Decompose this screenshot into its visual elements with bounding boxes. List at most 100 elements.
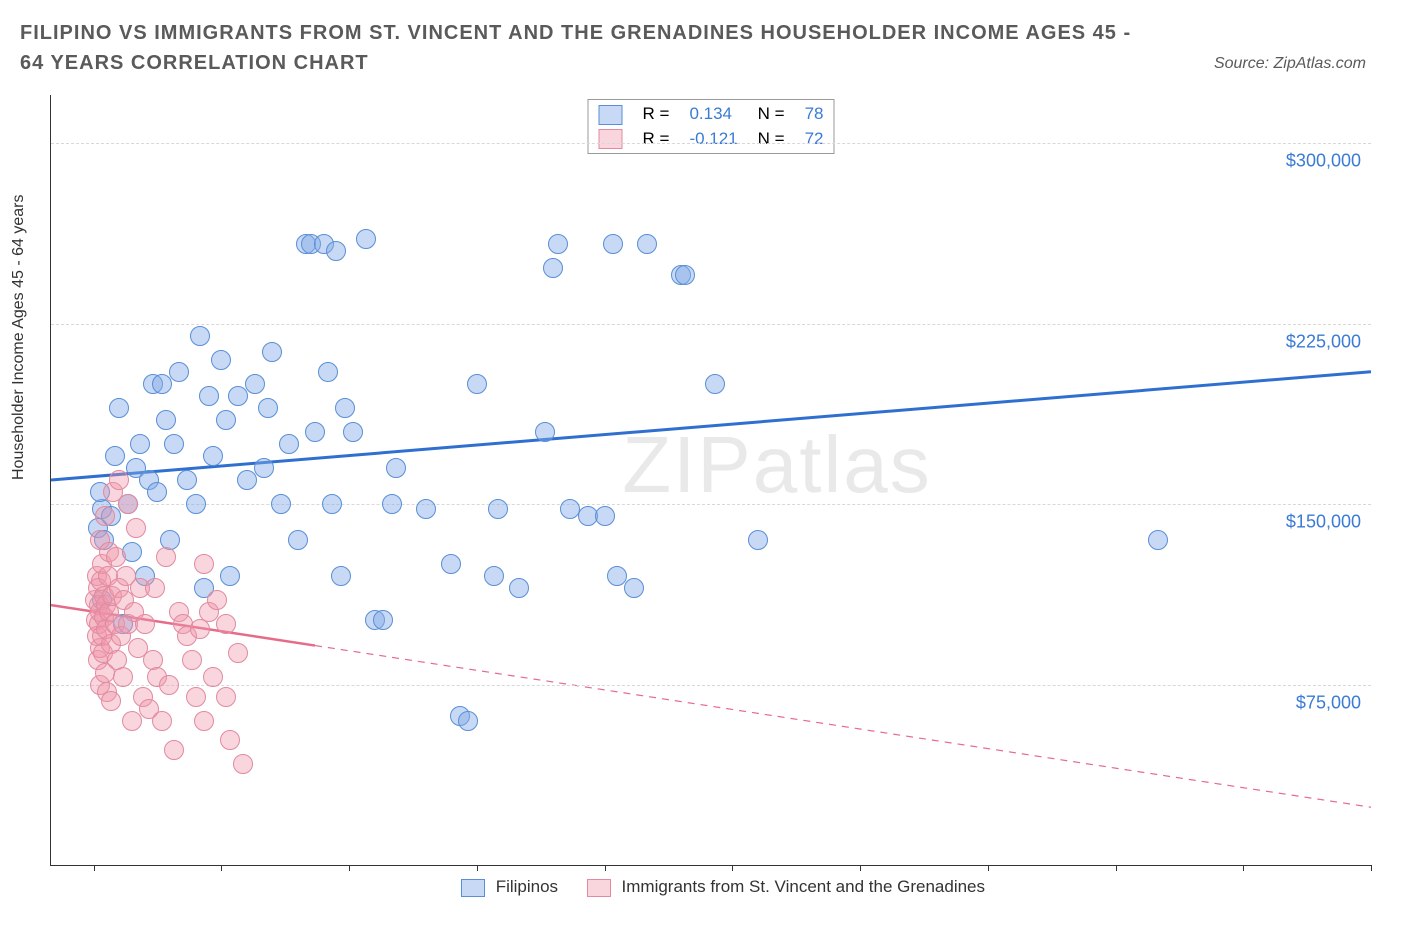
data-point	[152, 711, 172, 731]
data-point	[335, 398, 355, 418]
data-point	[245, 374, 265, 394]
data-point	[159, 675, 179, 695]
data-point	[748, 530, 768, 550]
data-point	[373, 610, 393, 630]
grid-line	[51, 504, 1371, 505]
data-point	[156, 410, 176, 430]
chart-title: FILIPINO VS IMMIGRANTS FROM ST. VINCENT …	[20, 18, 1140, 78]
source-attribution: Source: ZipAtlas.com	[1214, 55, 1366, 73]
x-tick	[605, 865, 606, 871]
data-point	[220, 566, 240, 586]
data-point	[113, 667, 133, 687]
correlation-legend: R = 0.134 N = 78 R = -0.121 N = 72	[588, 99, 835, 154]
data-point	[122, 711, 142, 731]
data-point	[186, 687, 206, 707]
data-point	[169, 362, 189, 382]
data-point	[382, 494, 402, 514]
data-point	[237, 470, 257, 490]
data-point	[228, 643, 248, 663]
data-point	[233, 754, 253, 774]
data-point	[190, 326, 210, 346]
data-point	[288, 530, 308, 550]
data-point	[637, 234, 657, 254]
scatter-plot: ZIPatlas R = 0.134 N = 78 R = -0.121 N =…	[50, 95, 1371, 866]
swatch-icon	[599, 105, 623, 125]
data-point	[211, 350, 231, 370]
y-tick-label: $150,000	[1286, 512, 1361, 533]
data-point	[135, 614, 155, 634]
data-point	[118, 494, 138, 514]
data-point	[484, 566, 504, 586]
legend-row-stvincent: R = -0.121 N = 72	[589, 127, 834, 152]
data-point	[101, 691, 121, 711]
grid-line	[51, 143, 1371, 144]
data-point	[543, 258, 563, 278]
data-point	[488, 499, 508, 519]
data-point	[126, 518, 146, 538]
data-point	[305, 422, 325, 442]
n-value: 72	[795, 127, 834, 152]
data-point	[416, 499, 436, 519]
data-point	[595, 506, 615, 526]
r-value: -0.121	[679, 127, 747, 152]
data-point	[548, 234, 568, 254]
data-point	[258, 398, 278, 418]
swatch-icon	[587, 879, 611, 897]
legend-label: Immigrants from St. Vincent and the Gren…	[622, 877, 985, 896]
data-point	[177, 470, 197, 490]
data-point	[1148, 530, 1168, 550]
data-point	[675, 265, 695, 285]
data-point	[130, 434, 150, 454]
data-point	[109, 470, 129, 490]
data-point	[106, 547, 126, 567]
y-tick-label: $300,000	[1286, 151, 1361, 172]
data-point	[331, 566, 351, 586]
data-point	[152, 374, 172, 394]
data-point	[322, 494, 342, 514]
x-tick	[988, 865, 989, 871]
data-point	[279, 434, 299, 454]
x-tick	[1116, 865, 1117, 871]
y-tick-label: $75,000	[1296, 692, 1361, 713]
x-tick	[1243, 865, 1244, 871]
data-point	[164, 434, 184, 454]
series-legend: Filipinos Immigrants from St. Vincent an…	[51, 877, 1371, 897]
data-point	[216, 614, 236, 634]
data-point	[326, 241, 346, 261]
legend-row-filipinos: R = 0.134 N = 78	[589, 102, 834, 127]
data-point	[194, 554, 214, 574]
watermark: ZIPatlas	[622, 419, 931, 511]
data-point	[624, 578, 644, 598]
x-tick	[1371, 865, 1372, 871]
x-tick	[860, 865, 861, 871]
data-point	[164, 740, 184, 760]
data-point	[705, 374, 725, 394]
swatch-icon	[461, 879, 485, 897]
data-point	[318, 362, 338, 382]
data-point	[254, 458, 274, 478]
data-point	[203, 667, 223, 687]
data-point	[207, 590, 227, 610]
data-point	[441, 554, 461, 574]
data-point	[156, 547, 176, 567]
data-point	[535, 422, 555, 442]
data-point	[145, 578, 165, 598]
x-tick	[349, 865, 350, 871]
data-point	[95, 506, 115, 526]
y-axis-label: Householder Income Ages 45 - 64 years	[10, 195, 28, 481]
grid-line	[51, 324, 1371, 325]
data-point	[467, 374, 487, 394]
data-point	[194, 711, 214, 731]
data-point	[220, 730, 240, 750]
r-value: 0.134	[679, 102, 747, 127]
legend-label: Filipinos	[496, 877, 558, 896]
data-point	[271, 494, 291, 514]
data-point	[182, 650, 202, 670]
data-point	[216, 687, 236, 707]
data-point	[105, 446, 125, 466]
data-point	[458, 711, 478, 731]
grid-line	[51, 685, 1371, 686]
data-point	[199, 386, 219, 406]
data-point	[147, 482, 167, 502]
data-point	[109, 398, 129, 418]
